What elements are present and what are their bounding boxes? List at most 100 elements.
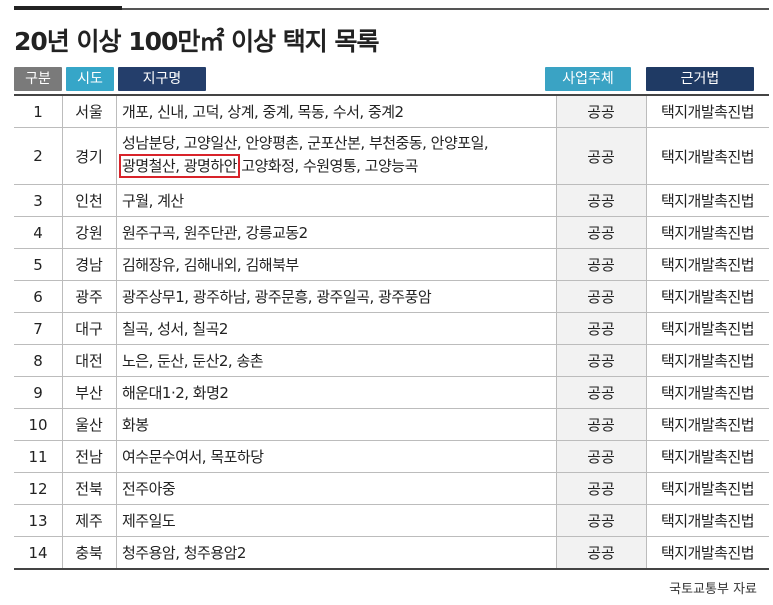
row-city: 대구	[75, 320, 103, 338]
row-law: 택지개발촉진법	[660, 224, 755, 242]
column-divider	[62, 409, 63, 440]
row-operator: 공공	[556, 185, 646, 216]
column-divider	[646, 377, 647, 408]
row-operator: 공공	[556, 281, 646, 312]
column-divider	[556, 185, 557, 216]
column-divider	[116, 185, 117, 216]
districts-line1: 성남분당, 고양일산, 안양평촌, 군포산본, 부천중동, 안양포일,	[122, 134, 489, 152]
row-operator: 공공	[556, 96, 646, 127]
column-divider	[62, 217, 63, 248]
column-divider	[646, 505, 647, 536]
row-number: 3	[33, 191, 43, 210]
row-number: 14	[28, 543, 48, 562]
column-divider	[116, 409, 117, 440]
header-no: 구분	[14, 67, 62, 91]
column-divider	[556, 128, 557, 184]
row-number: 8	[33, 351, 43, 370]
column-divider	[556, 249, 557, 280]
column-divider	[116, 96, 117, 127]
row-number: 11	[28, 447, 48, 466]
column-divider	[556, 441, 557, 472]
column-divider	[116, 377, 117, 408]
table-row: 1 서울 개포, 신내, 고덕, 상계, 중계, 목동, 수서, 중계2 공공 택지개발…	[14, 96, 769, 128]
row-law: 택지개발촉진법	[660, 192, 755, 210]
column-divider	[116, 128, 117, 184]
row-districts: 개포, 신내, 고덕, 상계, 중계, 목동, 수서, 중계2	[122, 103, 404, 121]
column-divider	[556, 537, 557, 568]
column-divider	[646, 313, 647, 344]
row-districts: 김해장유, 김해내외, 김해북부	[122, 256, 299, 274]
column-divider	[556, 505, 557, 536]
header-law: 근거법	[646, 67, 754, 91]
row-operator: 공공	[556, 441, 646, 472]
table-row: 10 울산 화봉 공공 택지개발촉진법	[14, 409, 769, 441]
column-divider	[556, 409, 557, 440]
row-operator: 공공	[556, 377, 646, 408]
row-districts: 전주아중	[122, 480, 176, 498]
header-operator: 사업주체	[545, 67, 631, 91]
row-districts: 노은, 둔산, 둔산2, 송촌	[122, 352, 264, 370]
top-rule-accent	[14, 6, 122, 10]
column-divider	[646, 185, 647, 216]
table-row: 6 광주 광주상무1, 광주하남, 광주문흥, 광주일곡, 광주풍암 공공 택지개발촉진…	[14, 281, 769, 313]
row-operator: 공공	[556, 505, 646, 536]
column-divider	[62, 345, 63, 376]
row-districts: 칠곡, 성서, 칠곡2	[122, 320, 228, 338]
column-divider	[62, 185, 63, 216]
table-row: 9 부산 해운대1·2, 화명2 공공 택지개발촉진법	[14, 377, 769, 409]
row-city: 광주	[75, 288, 103, 306]
row-law: 택지개발촉진법	[660, 448, 755, 466]
row-law: 택지개발촉진법	[660, 480, 755, 498]
row-number: 5	[33, 255, 43, 274]
column-divider	[62, 473, 63, 504]
row-city: 대전	[75, 352, 103, 370]
row-city: 전남	[75, 448, 103, 466]
row-number: 10	[28, 415, 48, 434]
row-operator: 공공	[556, 409, 646, 440]
header-city: 시도	[66, 67, 114, 91]
row-districts: 성남분당, 고양일산, 안양평촌, 군포산본, 부천중동, 안양포일, 광명철산,…	[116, 128, 556, 184]
column-divider	[556, 345, 557, 376]
row-operator: 공공	[556, 473, 646, 504]
table-row: 14 충북 청주용암, 청주용암2 공공 택지개발촉진법	[14, 537, 769, 570]
column-divider	[116, 313, 117, 344]
row-number: 9	[33, 383, 43, 402]
row-operator: 공공	[556, 249, 646, 280]
column-divider	[116, 537, 117, 568]
column-divider	[646, 473, 647, 504]
page-title: 20년 이상 100만㎡ 이상 택지 목록	[14, 27, 379, 56]
row-districts: 제주일도	[122, 512, 176, 530]
column-divider	[116, 345, 117, 376]
row-districts: 구월, 계산	[122, 192, 184, 210]
table-row: 12 전북 전주아중 공공 택지개발촉진법	[14, 473, 769, 505]
row-city: 부산	[75, 384, 103, 402]
row-number: 2	[33, 147, 43, 165]
column-divider	[62, 505, 63, 536]
row-districts: 해운대1·2, 화명2	[122, 384, 229, 402]
row-law: 택지개발촉진법	[660, 103, 755, 121]
row-law: 택지개발촉진법	[660, 352, 755, 370]
column-divider	[556, 313, 557, 344]
column-divider	[556, 96, 557, 127]
column-divider	[646, 409, 647, 440]
column-divider	[646, 281, 647, 312]
row-law: 택지개발촉진법	[660, 256, 755, 274]
header-district: 지구명	[118, 67, 206, 91]
table-row: 7 대구 칠곡, 성서, 칠곡2 공공 택지개발촉진법	[14, 313, 769, 345]
row-number: 1	[33, 102, 43, 121]
row-law: 택지개발촉진법	[660, 320, 755, 338]
source-note: 국토교통부 자료	[669, 582, 757, 597]
row-city: 인천	[75, 192, 103, 210]
row-number: 4	[33, 223, 43, 242]
row-districts: 여수문수여서, 목포하당	[122, 448, 264, 466]
row-operator: 공공	[556, 128, 646, 184]
column-divider	[62, 441, 63, 472]
column-divider	[646, 249, 647, 280]
row-law: 택지개발촉진법	[660, 512, 755, 530]
column-divider	[116, 473, 117, 504]
column-divider	[646, 441, 647, 472]
districts-line2: 고양화정, 수원영통, 고양능곡	[236, 157, 418, 175]
row-city: 충북	[75, 544, 103, 562]
row-operator: 공공	[556, 537, 646, 568]
row-law: 택지개발촉진법	[660, 416, 755, 434]
